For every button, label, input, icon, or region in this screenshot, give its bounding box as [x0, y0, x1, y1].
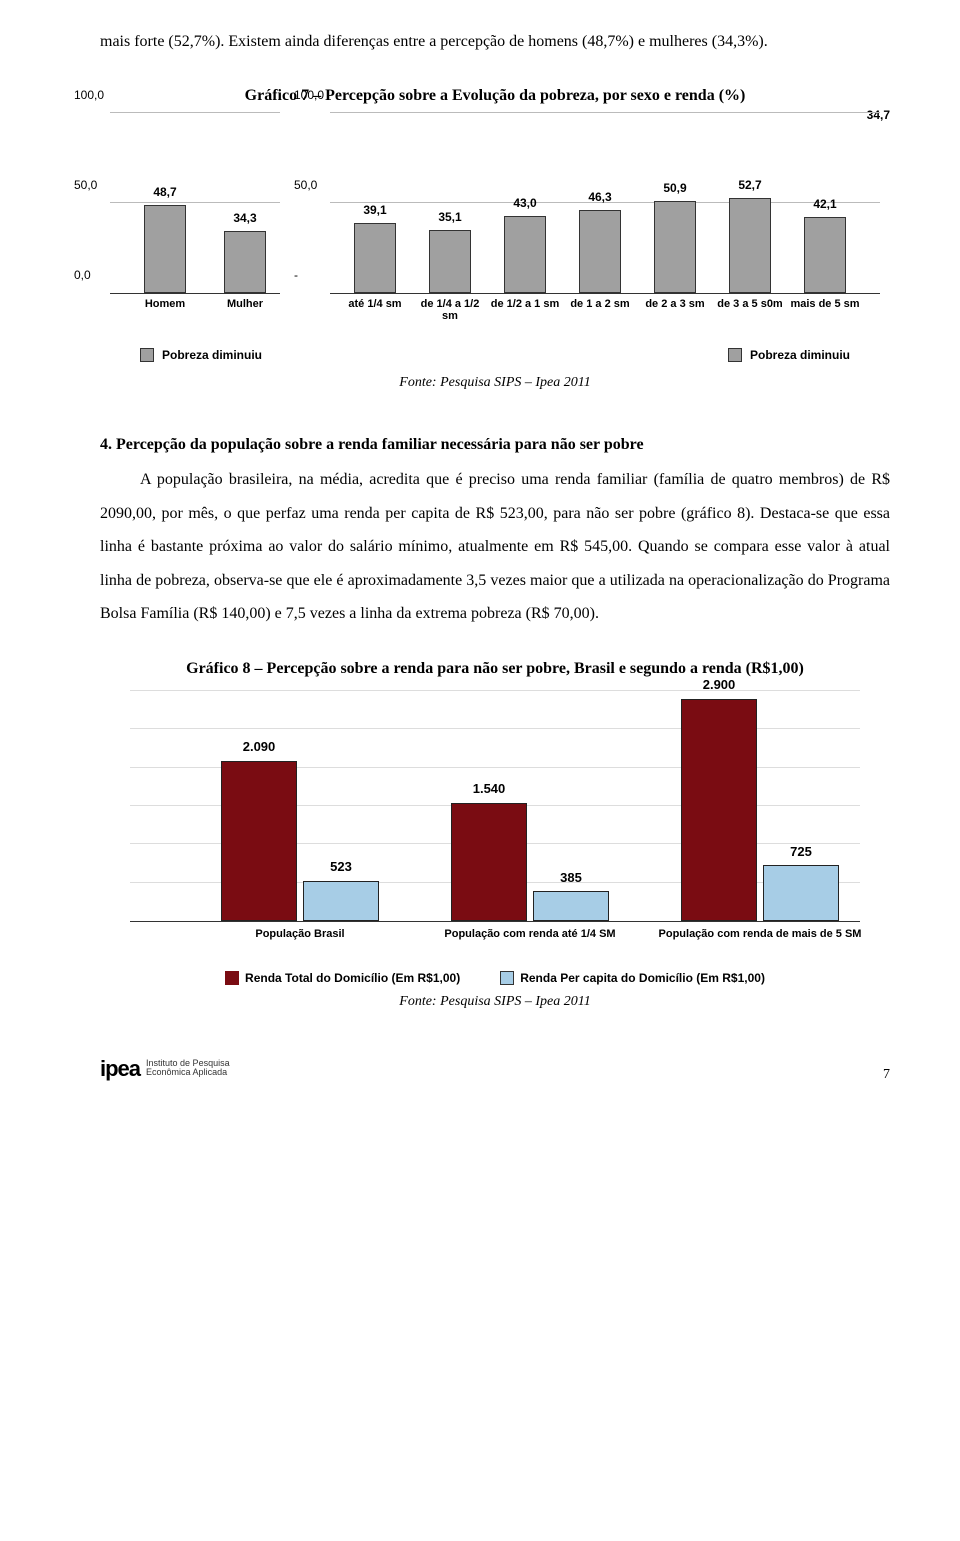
xaxis-label: até 1/4 sm	[340, 298, 411, 310]
chart7-left-plot: 0,050,0100,048,734,3	[110, 114, 280, 294]
section4-body: A população brasileira, na média, acredi…	[100, 463, 890, 631]
bar	[804, 217, 846, 293]
bar-percapita	[763, 865, 839, 921]
chart7-left-xaxis: Homem Mulher	[110, 294, 280, 334]
xaxis-label: de 2 a 3 sm	[640, 298, 711, 310]
legend-swatch-light-icon	[500, 971, 514, 985]
bar-value-label: 52,7	[730, 176, 770, 194]
legend-swatch-icon	[140, 348, 154, 362]
bar	[354, 223, 396, 293]
xaxis-label: de 1/4 a 1/2 sm	[415, 298, 486, 322]
section4-body-text: A população brasileira, na média, acredi…	[100, 471, 890, 622]
legend-label: Pobreza diminuiu	[162, 346, 262, 364]
bar	[429, 230, 471, 293]
bar	[729, 198, 771, 293]
xaxis-label: População com renda até 1/4 SM	[420, 928, 640, 941]
ytick-label: 50,0	[294, 176, 317, 194]
ytick-label: 0,0	[74, 266, 91, 284]
chart7-legend-left: Pobreza diminuiu	[140, 346, 262, 364]
xaxis-label: mais de 5 sm	[790, 298, 861, 310]
bar-value-label: 43,0	[505, 194, 545, 212]
xaxis-label: de 3 a 5 s0m	[715, 298, 786, 310]
chart8-plot: 2.0905231.5403852.900725	[130, 691, 860, 921]
bar-percapita-label: 523	[330, 857, 352, 877]
bar-total-label: 1.540	[473, 779, 506, 799]
chart8-source: Fonte: Pesquisa SIPS – Ipea 2011	[100, 991, 890, 1012]
logo-mark: ipea	[100, 1052, 140, 1085]
bar-value-label: 34,3	[225, 209, 265, 227]
bar-percapita-label: 385	[560, 868, 582, 888]
page-number: 7	[883, 1064, 890, 1085]
xaxis-label: de 1/2 a 1 sm	[490, 298, 561, 310]
bar-value-label: 42,1	[805, 195, 845, 213]
chart8-title: Gráfico 8 – Percepção sobre a renda para…	[100, 657, 890, 681]
xaxis-label: População Brasil	[190, 928, 410, 941]
ytick-label: -	[294, 266, 298, 284]
logo-text: Instituto de PesquisaEconômica Aplicada	[146, 1059, 230, 1079]
chart7-title: Gráfico 7 – Percepção sobre a Evolução d…	[100, 84, 890, 108]
bar	[144, 205, 186, 293]
bar-total-label: 2.090	[243, 737, 276, 757]
legend-percapita-label: Renda Per capita do Domicílio (Em R$1,00…	[520, 969, 765, 987]
bar-percapita-label: 725	[790, 842, 812, 862]
bar-value-label: 50,9	[655, 179, 695, 197]
bar-value-label: 46,3	[580, 188, 620, 206]
chart7-right-plot: -50,0100,039,135,143,046,350,952,742,1	[330, 114, 880, 294]
bar	[579, 210, 621, 293]
chart7-right-xaxis: até 1/4 sm de 1/4 a 1/2 sm de 1/2 a 1 sm de…	[330, 294, 880, 334]
bar-total	[451, 803, 527, 921]
intro-paragraph: mais forte (52,7%). Existem ainda difere…	[100, 30, 890, 54]
xaxis-label: Homem	[127, 298, 203, 310]
bar-value-label: 35,1	[430, 208, 470, 226]
bar	[224, 231, 266, 293]
section4-heading: 4. Percepção da população sobre a renda …	[100, 433, 890, 457]
xaxis-label: de 1 a 2 sm	[565, 298, 636, 310]
ipea-logo: ipea Instituto de PesquisaEconômica Apli…	[100, 1052, 230, 1085]
bar-percapita	[303, 881, 379, 921]
bar	[654, 201, 696, 293]
bar-total	[221, 761, 297, 921]
chart8-legend: Renda Total do Domicílio (Em R$1,00) Ren…	[100, 969, 890, 987]
chart7-legend-right: Pobreza diminuiu	[728, 346, 850, 364]
chart8-xaxis: População Brasil População com renda até …	[130, 921, 860, 967]
page-footer: ipea Instituto de PesquisaEconômica Apli…	[100, 1052, 890, 1085]
ytick-label: 50,0	[74, 176, 97, 194]
bar	[504, 216, 546, 293]
xaxis-label: Mulher	[207, 298, 283, 310]
chart7-source: Fonte: Pesquisa SIPS – Ipea 2011	[100, 372, 890, 393]
ytick-label: 100,0	[294, 86, 324, 104]
bar-percapita	[533, 891, 609, 921]
bar-value-label: 39,1	[355, 201, 395, 219]
legend-total-label: Renda Total do Domicílio (Em R$1,00)	[245, 969, 460, 987]
bar-value-label: 48,7	[145, 183, 185, 201]
bar-total	[681, 699, 757, 921]
legend-label: Pobreza diminuiu	[750, 346, 850, 364]
legend-swatch-dark-icon	[225, 971, 239, 985]
chart7-container: Gráfico 7 – Percepção sobre a Evolução d…	[100, 84, 890, 393]
xaxis-label: População com renda de mais de 5 SM	[650, 928, 870, 941]
legend-swatch-icon	[728, 348, 742, 362]
bar-total-label: 2.900	[703, 675, 736, 695]
ytick-label: 100,0	[74, 86, 104, 104]
